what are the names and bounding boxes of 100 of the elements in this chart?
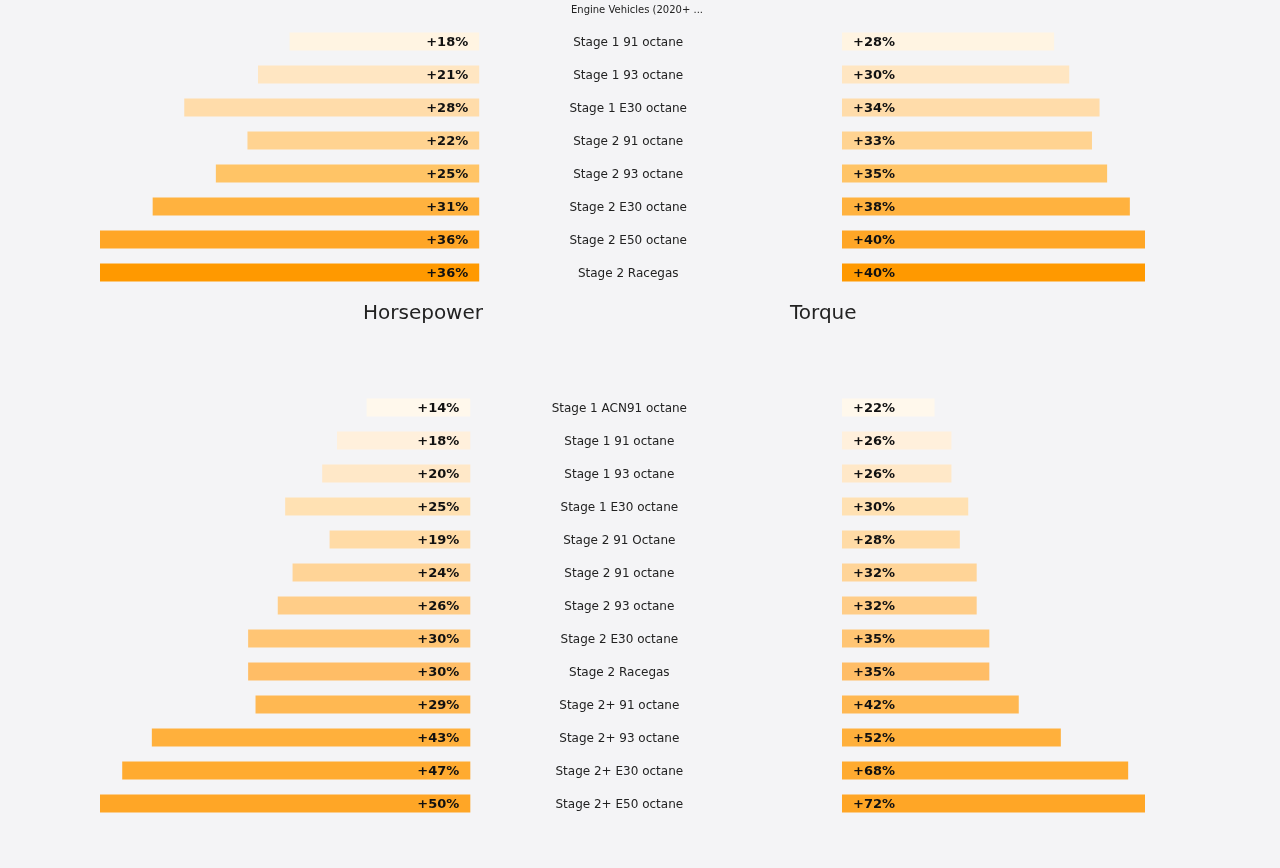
bar [842, 761, 1129, 780]
bar [842, 497, 969, 516]
data-label: +35% [853, 664, 896, 679]
y-tick-label: Stage 1 E30 octane [560, 499, 679, 514]
data-label: +42% [853, 697, 896, 712]
data-label: +26% [853, 466, 896, 481]
bar [842, 662, 990, 681]
data-label: +24% [417, 565, 460, 580]
bar [842, 263, 1145, 282]
data-label: +52% [853, 730, 896, 745]
y-tick-label: Stage 2 93 octane [564, 598, 675, 613]
y-tick-label: Stage 1 E30 octane [569, 100, 687, 115]
data-label: +36% [426, 232, 469, 247]
y-tick-label: Stage 2 Racegas [577, 265, 679, 280]
bar [184, 98, 480, 117]
bar [842, 131, 1092, 150]
data-label: +25% [417, 499, 460, 514]
data-label: +28% [853, 532, 896, 547]
bar [842, 695, 1019, 714]
text: Engine Vehicles (2020+ ... [569, 4, 704, 15]
data-label: +47% [417, 763, 460, 778]
y-tick-label: Stage 2 93 octane [573, 166, 684, 181]
data-label: +29% [417, 697, 460, 712]
data-label: +28% [426, 100, 469, 115]
data-label: +50% [417, 796, 460, 811]
y-tick-label: Stage 2+ 91 octane [559, 697, 680, 712]
y-tick-label: Stage 2 E50 octane [569, 232, 687, 247]
data-label: +19% [417, 532, 460, 547]
bar [122, 761, 471, 780]
y-tick-label: Stage 2+ 93 octane [559, 730, 680, 745]
y-tick-label: Stage 2 E30 octane [560, 631, 679, 646]
y-tick-label: Stage 1 91 octane [573, 34, 684, 49]
bar [100, 263, 480, 282]
bar [248, 662, 471, 681]
bar [285, 497, 471, 516]
data-label: +28% [853, 34, 896, 49]
bar [215, 164, 480, 183]
bar [100, 230, 480, 249]
data-label: +30% [417, 631, 460, 646]
bar [842, 164, 1108, 183]
bar [842, 629, 990, 648]
data-label: +22% [426, 133, 469, 148]
y-tick-label: Stage 2 91 octane [573, 133, 684, 148]
data-label: +35% [853, 166, 896, 181]
data-label: +40% [853, 232, 896, 247]
y-tick-label: Stage 2 E30 octane [569, 199, 687, 214]
data-label: +33% [853, 133, 896, 148]
bar [337, 431, 471, 450]
bar [255, 695, 471, 714]
bar [258, 65, 480, 84]
data-label: +22% [853, 400, 896, 415]
data-label: +30% [853, 499, 896, 514]
y-tick-label: Stage 2 Racegas [569, 664, 670, 679]
data-label: +21% [426, 67, 469, 82]
bar [842, 98, 1100, 117]
bar [100, 794, 471, 813]
bar [248, 629, 471, 648]
data-label: +30% [853, 67, 896, 82]
data-label: +26% [417, 598, 460, 613]
data-label: +18% [426, 34, 469, 49]
x-axis-title: Horsepower [362, 300, 484, 324]
bar [277, 596, 471, 615]
data-label: +20% [417, 466, 460, 481]
bar [292, 563, 471, 582]
bar [842, 65, 1070, 84]
bar [842, 794, 1145, 813]
y-tick-label: Stage 1 91 octane [564, 433, 675, 448]
data-label: +36% [426, 265, 469, 280]
data-label: +35% [853, 631, 896, 646]
bar [842, 728, 1061, 747]
bar [842, 230, 1145, 249]
y-tick-label: Stage 1 ACN91 octane [551, 400, 688, 415]
y-tick-label: Stage 1 93 octane [573, 67, 684, 82]
data-label: +72% [853, 796, 896, 811]
bar [842, 563, 977, 582]
bar [247, 131, 480, 150]
data-label: +18% [417, 433, 460, 448]
data-label: +31% [426, 199, 469, 214]
data-label: +43% [417, 730, 460, 745]
data-label: +34% [853, 100, 896, 115]
y-tick-label: Stage 1 93 octane [564, 466, 675, 481]
bar [152, 197, 480, 216]
x-axis-title: Torque [789, 300, 857, 324]
bar [842, 596, 977, 615]
data-label: +30% [417, 664, 460, 679]
bar [842, 197, 1130, 216]
y-tick-label: Stage 2 91 octane [564, 565, 675, 580]
data-label: +32% [853, 598, 896, 613]
y-tick-label: Stage 2 91 Octane [563, 532, 676, 547]
data-label: +40% [853, 265, 896, 280]
bar [322, 464, 471, 483]
bar [329, 530, 471, 549]
data-label: +26% [853, 433, 896, 448]
data-label: +38% [853, 199, 896, 214]
data-label: +32% [853, 565, 896, 580]
data-label: +25% [426, 166, 469, 181]
y-tick-label: Stage 2+ E50 octane [555, 796, 684, 811]
data-label: +68% [853, 763, 896, 778]
data-label: +14% [417, 400, 460, 415]
bar [151, 728, 471, 747]
